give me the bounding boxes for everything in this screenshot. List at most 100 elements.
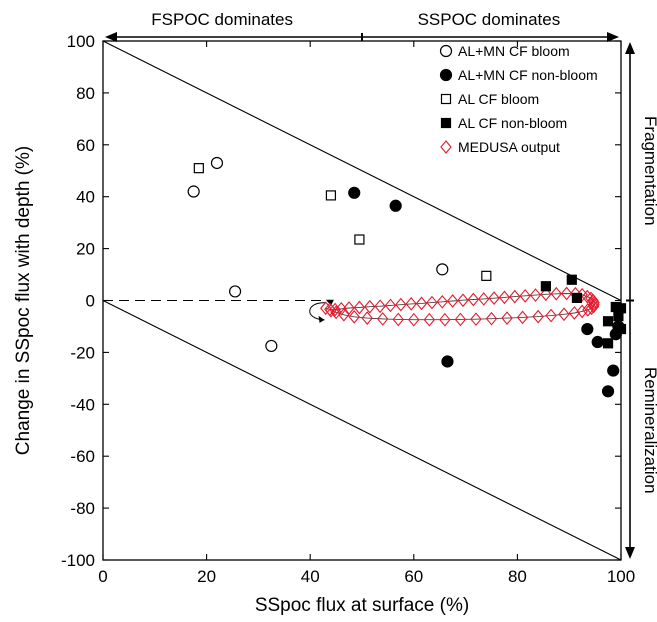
y-tick-label: 60 (76, 136, 95, 155)
trajectory-arrow (318, 315, 325, 323)
point-medusa-output (364, 299, 376, 314)
data-marks (187, 156, 627, 398)
point-al-cf-bloom (481, 270, 492, 281)
point-medusa-output (439, 312, 451, 327)
point-medusa-output (516, 310, 529, 325)
top-arrow-right-head (607, 32, 619, 42)
right-arrow-bottom-head (625, 547, 635, 559)
point-al-mn-cf-non-bloom (348, 186, 361, 199)
point-medusa-output (478, 292, 490, 306)
y-tick-label: 100 (67, 32, 95, 51)
point-medusa-output (361, 311, 373, 326)
point-medusa-output (405, 297, 417, 311)
point-medusa-output (395, 297, 407, 312)
point-al-mn-cf-bloom (265, 339, 278, 353)
annotation-remineralization: Remineralization (641, 367, 657, 494)
reference-line-1 (102, 40, 622, 301)
point-al-mn-cf-non-bloom (389, 199, 402, 212)
trajectory-loop (309, 302, 327, 321)
y-tick-label: -60 (70, 447, 95, 466)
point-al-mn-cf-non-bloom (601, 385, 615, 398)
point-medusa-output (568, 306, 581, 320)
annotation-fragmentation: Fragmentation (641, 116, 657, 226)
x-tick-label: 40 (301, 567, 320, 586)
point-medusa-output (392, 312, 404, 327)
legend-label: MEDUSA output (458, 139, 560, 155)
point-al-mn-cf-bloom (210, 156, 224, 170)
point-medusa-output (353, 300, 366, 315)
point-medusa-output (384, 298, 397, 313)
legend-label: AL+MN CF non-bloom (458, 67, 598, 83)
point-medusa-output (467, 292, 480, 307)
x-tick-label: 80 (508, 567, 527, 586)
point-al-cf-non-bloom (602, 316, 614, 327)
point-medusa-output (374, 299, 386, 314)
point-medusa-output (470, 312, 482, 327)
point-al-mn-cf-non-bloom (441, 355, 454, 368)
point-al-cf-non-bloom (615, 323, 627, 335)
point-al-cf-non-bloom (566, 274, 577, 285)
point-al-cf-bloom (325, 190, 337, 201)
point-medusa-output (488, 291, 500, 306)
point-al-mn-cf-bloom (187, 185, 200, 198)
point-medusa-output (330, 305, 342, 320)
point-medusa-output (457, 293, 469, 308)
point-medusa-output (423, 312, 436, 327)
point-medusa-output (545, 308, 557, 323)
legend-marker (440, 117, 452, 129)
legend-marker (439, 44, 453, 58)
point-medusa-output (540, 287, 552, 302)
y-tick-label: -100 (61, 551, 95, 570)
point-al-cf-non-bloom (602, 338, 614, 349)
y-axis-title: Change in SSpoc flux with depth (%) (13, 146, 34, 455)
point-medusa-output (426, 295, 438, 310)
top-arrow-left-head (105, 32, 117, 42)
annotations: FSPOC dominates SSPOC dominates Fragmentat… (105, 10, 657, 559)
point-medusa-output (588, 295, 600, 310)
point-al-cf-bloom (193, 163, 204, 174)
point-medusa-output (581, 289, 594, 304)
point-al-mn-cf-non-bloom (607, 364, 620, 377)
point-medusa-output (509, 289, 521, 304)
point-medusa-output (454, 312, 467, 327)
point-medusa-output (446, 294, 459, 308)
x-tick-label: 20 (197, 567, 216, 586)
medusa-trajectory (309, 293, 595, 323)
point-medusa-output (408, 312, 420, 327)
point-medusa-output (501, 311, 513, 326)
legend-label: AL CF bloom (458, 91, 539, 107)
point-medusa-output (325, 303, 337, 318)
point-al-cf-bloom (354, 234, 365, 245)
x-tick-label: 0 (98, 567, 107, 586)
legend-label: AL+MN CF bloom (458, 43, 570, 59)
y-tick-label: 80 (76, 84, 95, 103)
point-al-cf-non-bloom (615, 303, 627, 314)
x-tick-label: 100 (607, 567, 635, 586)
point-medusa-output (485, 311, 498, 326)
point-medusa-output (558, 307, 570, 322)
legend-label: AL CF non-bloom (458, 115, 567, 131)
point-medusa-output (343, 301, 355, 315)
y-tick-label: 40 (76, 188, 95, 207)
x-tick-label: 60 (404, 567, 423, 586)
point-al-cf-non-bloom (571, 292, 583, 304)
point-medusa-output (560, 286, 573, 301)
point-medusa-output (498, 290, 511, 305)
y-tick-label: -20 (70, 343, 95, 362)
point-medusa-output (415, 296, 428, 311)
legend-marker (440, 93, 452, 105)
x-axis-title: SSpoc flux at surface (%) (255, 595, 469, 616)
legend: AL+MN CF bloom AL+MN CF non-bloom AL CF bl… (439, 43, 598, 155)
annotation-fspoc: FSPOC dominates (151, 10, 293, 29)
annotation-sspoc: SSPOC dominates (418, 10, 561, 29)
legend-marker (439, 68, 453, 82)
reference-lines (102, 40, 622, 561)
point-medusa-output (576, 304, 588, 319)
point-al-mn-cf-non-bloom (591, 335, 604, 349)
point-medusa-output (529, 288, 542, 302)
point-medusa-output (377, 312, 389, 326)
point-medusa-output (329, 302, 341, 317)
y-tick-label: 20 (76, 240, 95, 259)
point-al-mn-cf-bloom (436, 263, 449, 276)
